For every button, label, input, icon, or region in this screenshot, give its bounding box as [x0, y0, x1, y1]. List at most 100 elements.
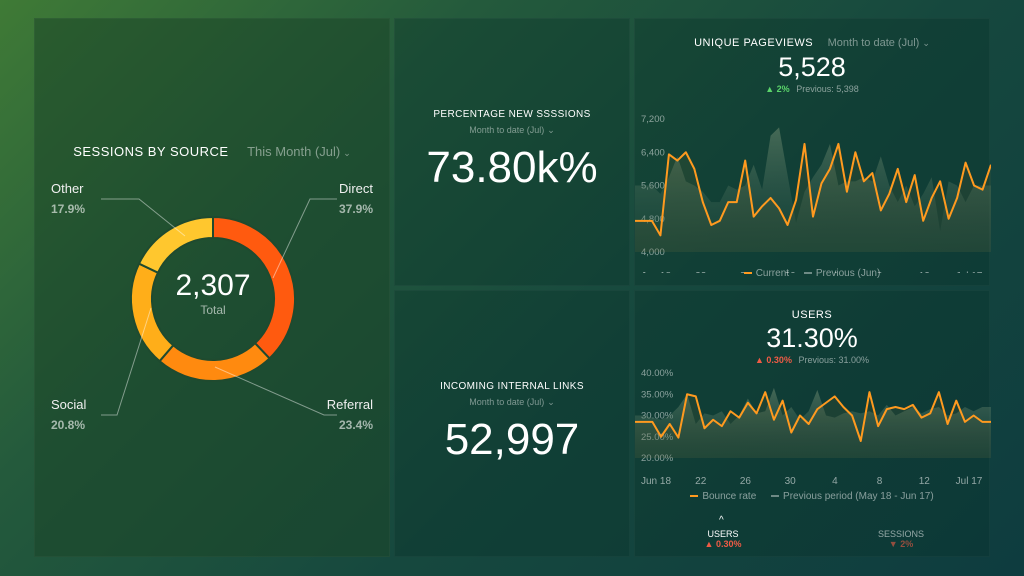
leader-line-other [101, 198, 186, 237]
iil-period-dropdown[interactable]: Month to date (Jul) ⌄ [395, 397, 629, 408]
pns-period-dropdown[interactable]: Month to date (Jul) ⌄ [395, 125, 629, 136]
chevron-down-icon: ⌄ [547, 125, 555, 135]
users-title: USERS [791, 309, 833, 321]
legend-label-social: Social [51, 397, 87, 412]
x-tick-label: Jul 17 [956, 271, 983, 273]
legend-pct-other: 17.9% [51, 202, 86, 216]
tab-sessions-delta: ▼ 2% [888, 539, 914, 549]
chevron-down-icon: ⌄ [343, 148, 351, 158]
tab-users[interactable]: USERS ▲ 0.30% [695, 529, 751, 549]
legend-bounce-rate: Bounce rate [690, 491, 756, 502]
legend-pct-direct: 37.9% [338, 202, 373, 216]
donut-chart [101, 198, 337, 416]
users-widget: USERS 31.30% ▲ 0.30% Previous: 31.00% 40… [634, 290, 991, 557]
donut-total-label: Total [200, 303, 226, 317]
legend-pct-social: 20.8% [51, 418, 86, 432]
x-tick-label: 12 [919, 476, 931, 487]
x-tick-label: 22 [695, 271, 707, 273]
chevron-down-icon: ⌄ [922, 38, 930, 48]
x-tick-label: 4 [832, 476, 838, 487]
x-tick-label: 22 [695, 476, 707, 487]
series-previous-area [635, 127, 991, 252]
users-line-chart: 40.00%35.00%30.00%25.00%20.00%Jun 182226… [635, 368, 991, 487]
sessions-by-source-period-dropdown[interactable]: This Month (Jul) ⌄ [247, 144, 351, 159]
pns-period-label: Month to date (Jul) [469, 125, 545, 135]
tab-sessions[interactable]: SESSIONS ▼ 2% [871, 529, 931, 549]
upv-period-dropdown[interactable]: Month to date (Jul) ⌄ [828, 37, 930, 49]
line-swatch-icon [743, 272, 752, 275]
y-tick-label: 4,000 [641, 247, 665, 258]
sessions-by-source-title: SESSIONS BY SOURCE [73, 144, 229, 159]
tab-users-delta: ▲ 0.30% [704, 539, 742, 549]
donut-total-value: 2,307 [175, 269, 251, 302]
leader-line-direct [272, 198, 337, 279]
legend-previous-period-label: Previous period (May 18 - Jun 17) [783, 491, 934, 502]
sessions-by-source-header: SESSIONS BY SOURCE This Month (Jul) ⌄ [35, 143, 389, 161]
period-label: This Month (Jul) [247, 144, 341, 159]
upv-title: UNIQUE PAGEVIEWS [694, 37, 814, 49]
legend-previous-period: Previous period (May 18 - Jun 17) [771, 491, 934, 502]
donut-slice-other[interactable] [137, 215, 214, 275]
y-tick-label: 6,400 [641, 147, 665, 158]
pns-title: PERCENTAGE NEW SSSSIONS [433, 109, 591, 120]
pns-value: 73.80k% [426, 143, 598, 192]
x-tick-label: 30 [785, 271, 797, 273]
tab-users-label: USERS [707, 529, 739, 539]
upv-value: 5,528 [778, 52, 846, 82]
leader-line-referral [214, 366, 337, 416]
y-tick-label: 7,200 [641, 114, 665, 125]
users-delta-value: 0.30% [766, 355, 792, 365]
iil-title: INCOMING INTERNAL LINKS [440, 381, 584, 392]
legend-pct-referral: 23.4% [338, 418, 373, 432]
legend-bounce-label: Bounce rate [702, 491, 757, 502]
donut-slice-referral[interactable] [158, 341, 271, 382]
series-current-line [635, 391, 991, 442]
legend-label-direct: Direct [339, 181, 373, 196]
line-swatch-icon [771, 495, 780, 498]
x-tick-label: 8 [877, 476, 883, 487]
x-tick-label: 26 [740, 271, 752, 273]
legend-label-referral: Referral [326, 397, 373, 412]
series-current-area [635, 143, 991, 252]
iil-value: 52,997 [444, 415, 580, 464]
legend-current-label: Current [755, 268, 790, 279]
series-previous-area [635, 387, 991, 458]
arrow-up-icon: ▲ [754, 355, 764, 365]
line-swatch-icon [803, 272, 812, 275]
upv-legend: Current Previous (Jun) [635, 268, 989, 279]
metric-tabs: ^ USERS ▲ 0.30% SESSIONS ▼ 2% [635, 515, 989, 555]
chevron-up-icon: ^ [719, 515, 724, 526]
incoming-internal-links-widget: INCOMING INTERNAL LINKS Month to date (J… [394, 290, 630, 557]
x-tick-label: 4 [832, 271, 838, 273]
x-tick-label: 12 [919, 271, 931, 273]
legend-current: Current [743, 268, 790, 279]
upv-delta-value: 2% [776, 84, 790, 94]
x-tick-label: Jun 18 [641, 476, 671, 487]
unique-pageviews-widget: UNIQUE PAGEVIEWS Month to date (Jul) ⌄ 5,… [634, 18, 991, 286]
line-swatch-icon [690, 495, 699, 498]
chevron-down-icon: ⌄ [547, 397, 555, 407]
x-tick-label: Jun 18 [641, 271, 671, 273]
percentage-new-sessions-widget: PERCENTAGE NEW SSSSIONS Month to date (J… [394, 18, 630, 286]
y-tick-label: 40.00% [641, 368, 674, 379]
x-tick-label: 30 [785, 476, 797, 487]
users-legend: Bounce rate Previous period (May 18 - Ju… [635, 491, 989, 502]
x-tick-label: 26 [740, 476, 752, 487]
users-previous: Previous: 31.00% [798, 355, 870, 365]
leader-line-social [101, 307, 152, 416]
arrow-up-icon: ▲ [765, 84, 775, 94]
sessions-by-source-widget: SESSIONS BY SOURCE This Month (Jul) ⌄ Oth… [34, 18, 390, 557]
legend-previous: Previous (Jun) [803, 268, 880, 279]
tab-sessions-label: SESSIONS [877, 529, 924, 539]
y-tick-label: 35.00% [641, 389, 674, 400]
x-tick-label: Jul 17 [956, 476, 983, 487]
users-delta: ▲ 0.30% Previous: 31.00% [635, 355, 989, 365]
iil-period-label: Month to date (Jul) [469, 397, 545, 407]
upv-delta: ▲ 2% Previous: 5,398 [635, 84, 989, 94]
legend-label-other: Other [51, 181, 84, 196]
y-tick-label: 30.00% [641, 411, 674, 422]
x-tick-label: 8 [877, 271, 883, 273]
series-current-line [635, 142, 991, 237]
y-tick-label: 20.00% [641, 453, 674, 464]
